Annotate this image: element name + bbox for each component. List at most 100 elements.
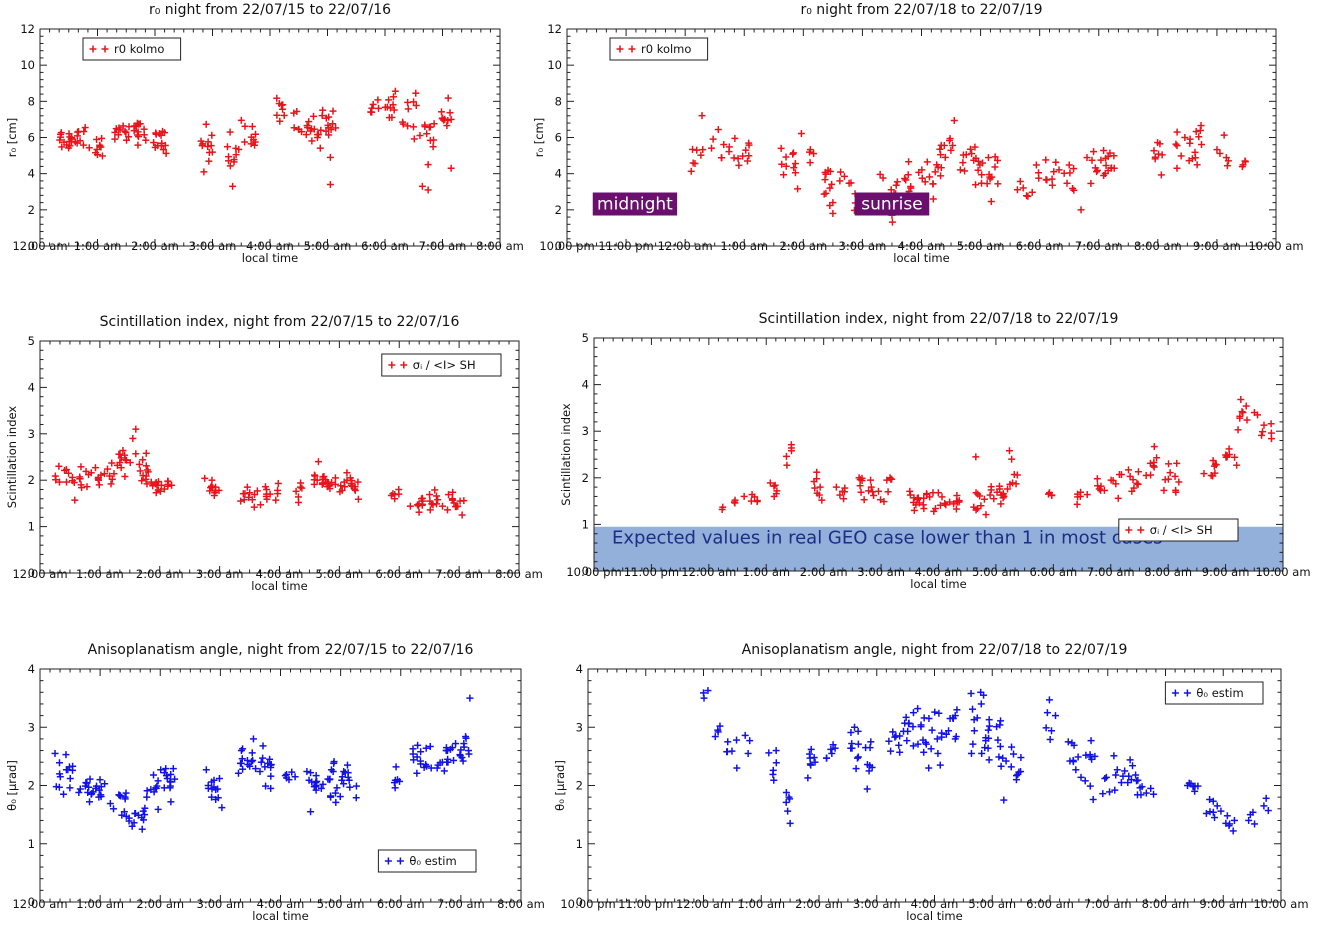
data-point	[936, 761, 944, 769]
x-tick-label: 2:00 am	[779, 239, 827, 253]
y-tick-label: 3	[28, 427, 35, 441]
data-point	[331, 480, 339, 488]
data-point	[1093, 168, 1101, 176]
legend-marker	[388, 361, 396, 369]
data-point	[708, 144, 716, 152]
data-point	[110, 805, 118, 813]
data-point	[237, 497, 245, 505]
data-point	[208, 131, 216, 139]
data-point	[422, 744, 430, 752]
data-point	[1008, 455, 1016, 463]
x-axis-label: local time	[251, 579, 307, 593]
data-point	[52, 783, 60, 791]
data-point	[970, 503, 978, 511]
data-point	[317, 126, 325, 134]
data-point	[1032, 161, 1040, 169]
data-point	[432, 492, 440, 500]
data-point	[926, 493, 934, 501]
data-point	[246, 489, 254, 497]
data-point	[858, 474, 866, 482]
data-point	[782, 452, 790, 460]
legend-marker	[616, 45, 624, 53]
data-point	[273, 94, 281, 102]
data-point	[87, 790, 95, 798]
data-point	[409, 745, 417, 753]
x-tick-label: 3:00 am	[197, 897, 245, 911]
data-point	[103, 465, 111, 473]
data-point	[1237, 396, 1245, 404]
data-point	[953, 706, 961, 714]
data-point	[111, 128, 119, 136]
data-point	[199, 140, 207, 148]
data-point	[920, 748, 928, 756]
data-point	[106, 800, 114, 808]
data-point	[331, 474, 339, 482]
data-point	[422, 762, 430, 770]
data-point	[1197, 141, 1205, 149]
data-point	[318, 112, 326, 120]
data-point	[86, 798, 94, 806]
data-point	[201, 474, 209, 482]
data-point	[256, 768, 264, 776]
data-point	[920, 714, 928, 722]
data-point	[121, 472, 129, 480]
data-point	[999, 490, 1007, 498]
data-point	[121, 793, 129, 801]
data-point	[704, 687, 712, 695]
data-point	[1070, 741, 1078, 749]
data-point	[740, 492, 748, 500]
data-point	[904, 727, 912, 735]
data-point	[925, 764, 933, 772]
data-point	[161, 129, 169, 137]
data-point	[827, 745, 835, 753]
data-point	[700, 689, 707, 697]
data-point	[903, 737, 911, 745]
data-point	[327, 792, 335, 800]
data-point	[424, 186, 432, 194]
data-point	[248, 758, 256, 766]
data-point	[889, 728, 897, 736]
x-tick-label: 5:00 am	[968, 897, 1016, 911]
data-point	[135, 460, 143, 468]
data-point	[725, 143, 733, 151]
data-point	[307, 769, 315, 777]
data-point	[987, 198, 995, 206]
data-point	[918, 166, 926, 174]
data-point	[293, 107, 301, 115]
data-point	[263, 485, 271, 493]
data-point	[66, 775, 74, 783]
data-point	[142, 475, 150, 483]
data-point	[1243, 416, 1251, 424]
data-point	[1005, 447, 1013, 455]
data-point	[404, 105, 412, 113]
x-tick-label: 7:00 am	[1087, 565, 1135, 579]
data-point	[326, 181, 334, 189]
data-point	[367, 108, 375, 116]
data-point	[946, 715, 954, 723]
chart-3: Scintillation index, night from 22/07/15…	[5, 314, 543, 593]
data-point	[418, 501, 426, 509]
data-point	[134, 128, 142, 136]
data-point	[734, 155, 742, 163]
data-point	[807, 761, 815, 769]
legend-label: σᵢ / <I> SH	[413, 358, 476, 372]
data-point	[134, 141, 142, 149]
data-point	[902, 713, 910, 721]
data-point	[71, 138, 79, 146]
data-point	[396, 777, 404, 785]
data-point	[322, 476, 330, 484]
data-point	[972, 181, 980, 189]
data-point	[276, 117, 284, 125]
data-point	[854, 753, 862, 761]
data-point	[935, 709, 943, 717]
data-point	[1048, 181, 1056, 189]
data-point	[794, 185, 802, 193]
data-point	[416, 757, 424, 765]
data-point	[392, 763, 400, 771]
data-point	[337, 482, 345, 490]
data-point	[991, 163, 999, 171]
x-tick-label: 7:00 am	[419, 239, 467, 253]
x-tick-label: 7:00 am	[1084, 897, 1132, 911]
data-point	[1142, 471, 1150, 479]
data-point	[267, 761, 275, 769]
